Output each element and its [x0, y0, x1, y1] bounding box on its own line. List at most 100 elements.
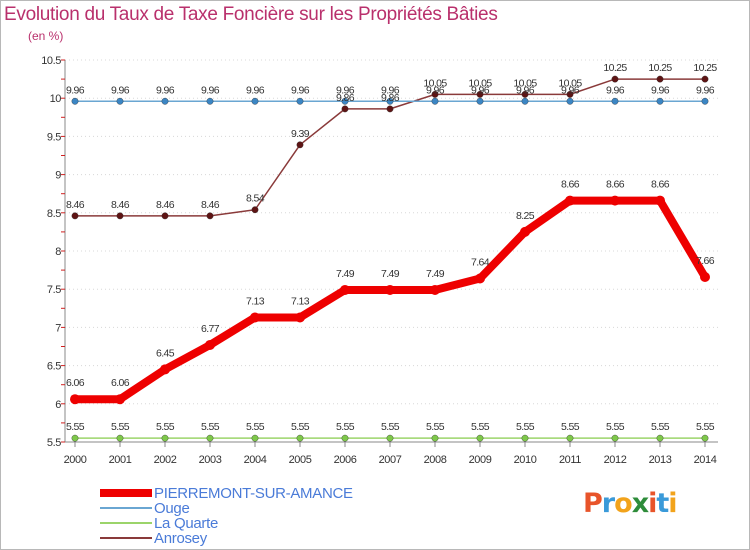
logo-letter: o [614, 488, 633, 519]
data-label-la-quarte: 5.55 [561, 421, 580, 433]
y-tick-label: 7 [55, 322, 61, 334]
data-point-pierremont-sur-amance [520, 226, 530, 237]
data-point-pierremont-sur-amance [295, 312, 305, 323]
data-label-la-quarte: 5.55 [426, 421, 445, 433]
data-point-la-quarte [611, 434, 619, 442]
data-point-pierremont-sur-amance [205, 339, 215, 350]
logo-letter: r [601, 488, 615, 519]
x-tick-label: 2010 [514, 454, 537, 466]
data-label-anrosey: 10.25 [603, 62, 627, 74]
legend-label: La Quarte [154, 515, 219, 532]
data-point-la-quarte [251, 434, 259, 442]
data-label-la-quarte: 5.55 [516, 421, 535, 433]
data-label-pierremont-sur-amance: 7.49 [426, 268, 445, 280]
data-label-pierremont-sur-amance: 6.06 [111, 377, 130, 389]
data-point-pierremont-sur-amance [610, 195, 620, 206]
data-label-anrosey: 9.86 [381, 92, 400, 104]
data-label-anrosey: 8.46 [201, 199, 220, 211]
data-point-ouge [296, 97, 304, 105]
data-point-la-quarte [161, 434, 169, 442]
data-point-anrosey [701, 75, 709, 83]
data-point-ouge [251, 97, 259, 105]
data-label-ouge: 9.96 [201, 84, 220, 96]
y-tick-label: 5.5 [47, 437, 61, 449]
y-tick-label: 7.5 [47, 284, 61, 296]
data-point-anrosey [251, 206, 259, 214]
data-label-pierremont-sur-amance: 7.13 [291, 295, 310, 307]
data-point-anrosey [341, 105, 349, 113]
x-tick-label: 2008 [424, 454, 447, 466]
data-label-pierremont-sur-amance: 7.66 [696, 255, 715, 267]
legend-swatch [100, 489, 152, 497]
data-point-pierremont-sur-amance [250, 312, 260, 323]
data-label-la-quarte: 5.55 [696, 421, 715, 433]
data-point-anrosey [296, 141, 304, 149]
data-point-pierremont-sur-amance [700, 271, 710, 282]
proxiti-logo: Proxiti [583, 488, 678, 519]
legend-swatch [100, 522, 152, 524]
data-point-ouge [431, 97, 439, 105]
data-point-anrosey [116, 212, 124, 220]
data-label-la-quarte: 5.55 [111, 421, 130, 433]
data-point-pierremont-sur-amance [70, 394, 80, 405]
data-label-anrosey: 10.25 [693, 62, 717, 74]
x-tick-label: 2014 [694, 454, 717, 466]
data-label-anrosey: 10.05 [558, 77, 582, 89]
data-label-la-quarte: 5.55 [246, 421, 265, 433]
x-tick-label: 2004 [244, 454, 267, 466]
data-point-pierremont-sur-amance [115, 394, 125, 405]
data-point-la-quarte [116, 434, 124, 442]
data-point-pierremont-sur-amance [385, 284, 395, 295]
legend-swatch [100, 537, 152, 539]
data-label-la-quarte: 5.55 [336, 421, 355, 433]
data-label-ouge: 9.96 [426, 84, 445, 96]
data-label-ouge: 9.96 [606, 84, 625, 96]
data-point-la-quarte [476, 434, 484, 442]
data-label-ouge: 9.96 [381, 84, 400, 96]
x-tick-label: 2012 [604, 454, 627, 466]
data-label-pierremont-sur-amance: 8.25 [516, 210, 535, 222]
data-label-la-quarte: 5.55 [471, 421, 490, 433]
x-tick-label: 2005 [289, 454, 312, 466]
data-label-pierremont-sur-amance: 7.49 [336, 268, 355, 280]
data-label-la-quarte: 5.55 [606, 421, 625, 433]
data-label-ouge: 9.96 [291, 84, 310, 96]
data-label-pierremont-sur-amance: 7.64 [471, 257, 490, 269]
logo-letter: t [656, 488, 669, 519]
data-point-la-quarte [71, 434, 79, 442]
y-tick-label: 8 [55, 246, 61, 258]
data-point-ouge [206, 97, 214, 105]
y-tick-label: 6.5 [47, 361, 61, 373]
legend-swatch [100, 507, 152, 509]
data-point-anrosey [386, 105, 394, 113]
data-point-la-quarte [521, 434, 529, 442]
x-tick-label: 2000 [64, 454, 87, 466]
data-point-la-quarte [431, 434, 439, 442]
chart-subtitle: (en %) [28, 29, 64, 43]
logo-letter: P [583, 488, 603, 519]
chart-series [70, 75, 710, 442]
x-tick-label: 2013 [649, 454, 672, 466]
data-point-pierremont-sur-amance [340, 284, 350, 295]
data-point-anrosey [71, 212, 79, 220]
data-label-la-quarte: 5.55 [66, 421, 85, 433]
data-point-anrosey [476, 90, 484, 98]
y-tick-label: 9.5 [47, 131, 61, 143]
logo-letter: x [631, 488, 649, 519]
data-label-la-quarte: 5.55 [651, 421, 670, 433]
data-label-pierremont-sur-amance: 8.66 [651, 179, 670, 191]
y-tick-label: 6 [55, 399, 61, 411]
data-label-anrosey: 10.05 [513, 77, 537, 89]
data-point-anrosey [566, 90, 574, 98]
data-point-ouge [386, 97, 394, 105]
data-point-anrosey [521, 90, 529, 98]
legend-label: PIERREMONT-SUR-AMANCE [154, 485, 353, 502]
data-label-anrosey: 9.86 [336, 92, 355, 104]
y-tick-label: 9 [55, 170, 61, 182]
chart-axes: 5.5 6 6.5 7 7.5 8 8.5 9 9.5 10 10.5 2000 2001 2002 200… [41, 55, 718, 466]
data-point-anrosey [431, 90, 439, 98]
legend-label: Anrosey [154, 530, 207, 547]
data-label-anrosey: 8.46 [156, 199, 175, 211]
x-tick-label: 2002 [154, 454, 177, 466]
